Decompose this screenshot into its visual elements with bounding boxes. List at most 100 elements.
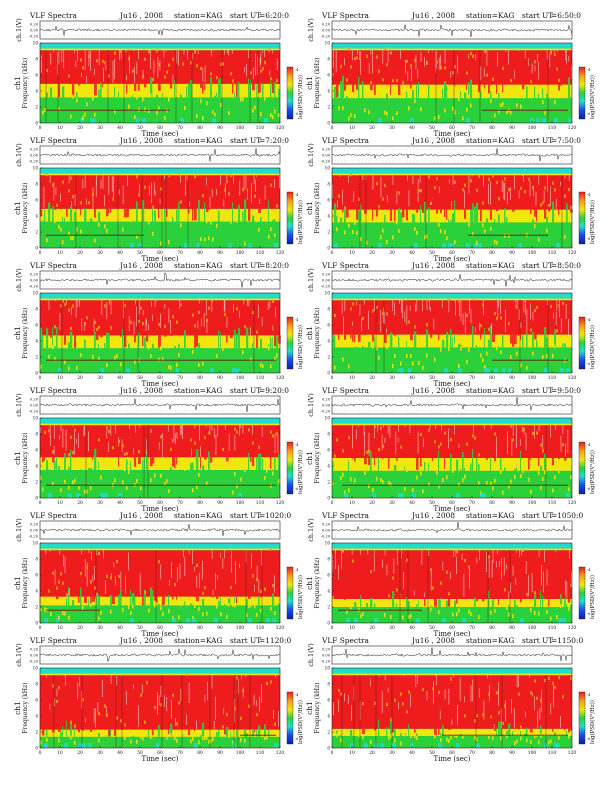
- spectrogram-fleck: [92, 96, 94, 101]
- spectrogram-streak: [68, 587, 70, 606]
- spectrogram-speckle: [438, 57, 440, 70]
- spectrogram-speckle: [457, 704, 458, 726]
- spectrogram-streak: [236, 83, 238, 98]
- spectrogram-speckle: [526, 309, 528, 333]
- spectrogram-fleck: [216, 353, 218, 358]
- spectrogram-streak: [552, 201, 555, 223]
- spectrogram-fleck: [276, 353, 278, 358]
- spectrogram-streak: [130, 461, 132, 470]
- waveform-trace: [331, 647, 573, 661]
- spectrogram-streak: [566, 203, 568, 223]
- spectrogram-band-cyan-top: [40, 43, 280, 49]
- spectrogram-fleck: [98, 222, 100, 227]
- spectrogram-fleck: [438, 445, 440, 449]
- spectrogram-speckle: [139, 573, 141, 596]
- spectrogram-fleck: [466, 118, 470, 123]
- panel-station: station=KAG: [466, 136, 514, 145]
- spectrogram-speckle: [472, 679, 474, 702]
- spectrogram-speckle: [255, 53, 256, 76]
- channel-label: ch1: [305, 326, 314, 340]
- x-tick-label: 0: [39, 751, 42, 756]
- spectrogram-streak: [416, 84, 418, 99]
- spectrogram-fleck: [554, 118, 558, 123]
- spectrogram-fleck: [410, 614, 412, 619]
- colorbar: -4-6 log(PSD(V²/Hz)): [578, 316, 596, 370]
- spectrogram-fleck: [262, 364, 264, 369]
- spectrogram-fleck: [40, 607, 42, 612]
- spectrogram-fleck: [62, 240, 64, 245]
- spectrogram-fleck: [438, 610, 440, 615]
- spectrogram-speckle: [133, 321, 135, 335]
- spectrogram-streak: [142, 596, 144, 606]
- spectrogram-speckle: [243, 175, 245, 191]
- spectrogram-fleck: [552, 681, 554, 685]
- spectrogram-speckle: [453, 675, 454, 678]
- spectrogram-speckle: [352, 321, 353, 326]
- y-tick-label: 0: [35, 246, 38, 251]
- spectrogram-speckle: [362, 175, 364, 180]
- spectrogram-fleck: [84, 321, 86, 326]
- spectrogram-fleck: [364, 108, 366, 113]
- chart-panel-2: VLF Spectra Ju16 , 2008 station=KAG start U…: [305, 11, 596, 138]
- spectrogram-fleck: [400, 445, 402, 449]
- spectrogram-fleck: [566, 368, 570, 373]
- spectrogram-speckle: [448, 300, 450, 313]
- spectrogram-streak: [408, 724, 409, 736]
- spectrogram-speckle: [441, 300, 443, 308]
- spectrogram-fleck: [510, 78, 512, 83]
- spectrogram-fleck: [450, 243, 454, 248]
- spectrogram-speckle: [95, 179, 97, 197]
- y-tick-label: 8: [35, 432, 38, 437]
- spectrogram-speckle: [407, 71, 409, 81]
- y-tick-label: 6: [35, 198, 38, 203]
- spectrogram-fleck: [60, 488, 62, 493]
- spectrogram-speckle: [499, 560, 500, 567]
- spectrogram-streak: [432, 458, 434, 461]
- spectrogram-speckle: [120, 571, 122, 589]
- spectrogram-speckle: [553, 50, 555, 53]
- spectrogram-streak: [394, 729, 396, 736]
- spectrogram-speckle: [468, 175, 470, 194]
- spectrogram-streak: [278, 335, 281, 344]
- spectrogram-streak: [218, 330, 219, 349]
- spectrogram-streak: [466, 84, 468, 90]
- spectrogram-fleck: [370, 80, 372, 85]
- spectrogram-fleck: [466, 359, 468, 364]
- x-tick-label: 120: [568, 626, 577, 631]
- spectrogram-streak: [258, 83, 261, 93]
- spectrogram-streak: [444, 81, 447, 99]
- spectrogram-fleck: [340, 476, 342, 481]
- spectrogram-speckle: [145, 318, 147, 331]
- spectrogram-speckle: [197, 320, 199, 329]
- spectrogram-speckle: [451, 201, 452, 210]
- spectrogram-fleck: [490, 481, 492, 486]
- spectrogram-fleck: [550, 616, 552, 621]
- x-tick-label: 50: [429, 376, 435, 381]
- spectrogram-streak: [98, 344, 99, 349]
- spectrogram-fleck: [544, 470, 546, 475]
- spectrogram-streak: [188, 729, 191, 736]
- spectrogram-fleck: [238, 732, 240, 737]
- spectrogram-streak: [406, 91, 408, 99]
- spectrogram-streak: [194, 729, 196, 732]
- spectrogram-streak: [202, 599, 205, 606]
- spectrogram-fleck: [516, 103, 518, 108]
- spectrogram-speckle: [435, 675, 436, 676]
- spectrogram-speckle: [54, 698, 56, 707]
- spectrogram-fleck: [258, 227, 260, 232]
- spectrogram-speckle: [88, 51, 90, 67]
- spectrogram-speckle: [199, 300, 201, 304]
- spectrogram-fleck: [466, 107, 468, 112]
- x-tick-label: 30: [97, 751, 103, 756]
- spectrogram-speckle: [192, 550, 193, 565]
- spectrogram-fleck: [434, 440, 436, 444]
- x-tick-label: 80: [489, 626, 495, 631]
- spectrogram-streak: [486, 218, 489, 223]
- spectrogram-streak: [498, 93, 500, 99]
- spectrogram-streak: [66, 720, 67, 737]
- spectrogram-streak: [370, 450, 372, 471]
- spectrogram-fleck: [504, 233, 506, 238]
- spectrogram-streak: [70, 723, 72, 737]
- y-tick-label: 8: [35, 557, 38, 562]
- spectrogram-fleck: [252, 310, 254, 315]
